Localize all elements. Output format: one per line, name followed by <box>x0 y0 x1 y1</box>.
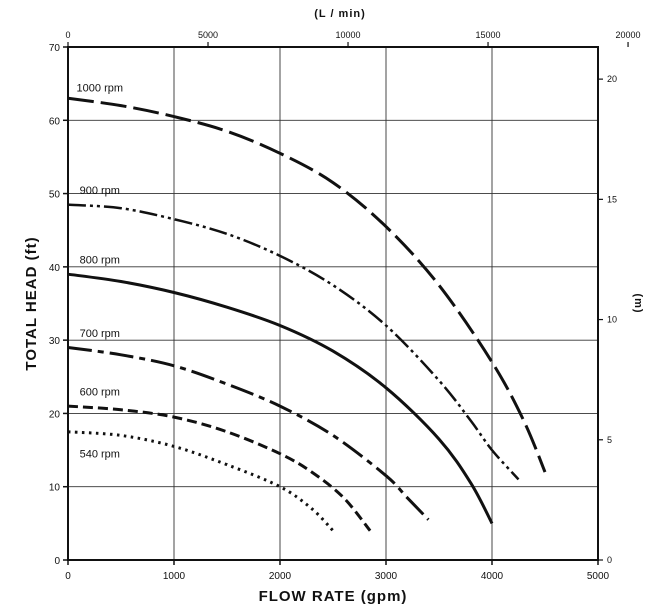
right-tick-label: 10 <box>607 315 617 325</box>
y-tick-label: 60 <box>49 116 61 127</box>
curve-900-rpm <box>67 203 520 481</box>
right-tick-label: 15 <box>607 194 617 204</box>
right-tick-label: 20 <box>607 74 617 84</box>
curve-540-rpm <box>67 430 335 532</box>
y-axis-label: TOTAL HEAD (ft) <box>23 236 40 370</box>
y-tick-label: 30 <box>49 336 61 347</box>
curve-label-700-rpm: 700 rpm <box>80 328 120 340</box>
x-tick-label: 3000 <box>375 571 398 582</box>
curve-label-1000-rpm: 1000 rpm <box>77 82 123 94</box>
curve-label-800-rpm: 800 rpm <box>80 255 120 267</box>
right-tick-label: 0 <box>607 555 612 565</box>
x-tick-label: 0 <box>65 571 71 582</box>
top-tick-label: 10000 <box>336 30 361 40</box>
curves <box>67 96 547 532</box>
curve-label-900-rpm: 900 rpm <box>80 185 120 197</box>
x-tick-label: 2000 <box>269 571 292 582</box>
curve-700-rpm <box>67 346 430 521</box>
top-tick-label: 5000 <box>198 30 218 40</box>
curve-labels: 1000 rpm 900 rpm 800 rpm 700 rpm 600 rpm 540 … <box>77 82 123 460</box>
curve-600-rpm <box>67 404 372 532</box>
y-tick-label: 40 <box>49 263 61 274</box>
y-tick-label: 70 <box>49 43 61 54</box>
top-tick-label: 0 <box>65 30 70 40</box>
grid <box>67 46 599 561</box>
curve-label-600-rpm: 600 rpm <box>80 386 120 398</box>
x-tick-label: 5000 <box>587 571 610 582</box>
y-tick-label: 50 <box>49 190 61 201</box>
top-tick-label: 20000 <box>616 30 641 40</box>
curve-800-rpm <box>67 272 494 525</box>
top-tick-label: 15000 <box>476 30 501 40</box>
right-tick-label: 5 <box>607 435 612 445</box>
y-tick-label: 20 <box>49 409 61 420</box>
plot-frame <box>67 46 599 561</box>
y-tick-label: 10 <box>49 483 61 494</box>
top-axis-label: (L / min) <box>314 8 366 20</box>
x-tick-label: 4000 <box>481 571 504 582</box>
x-tick-label: 1000 <box>163 571 186 582</box>
x-axis-label: FLOW RATE (gpm) <box>259 588 408 605</box>
right-axis-label: (m) <box>632 293 644 313</box>
curve-1000-rpm <box>67 96 547 473</box>
curve-label-540-rpm: 540 rpm <box>80 449 120 461</box>
y-tick-label: 0 <box>54 556 60 567</box>
